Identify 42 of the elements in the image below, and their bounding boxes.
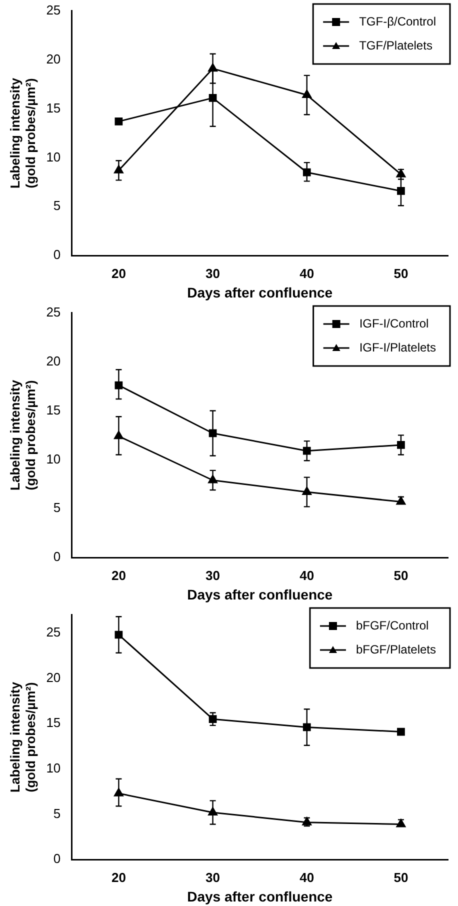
y-tick-label: 10 bbox=[46, 451, 61, 466]
y-tick-label: 0 bbox=[53, 549, 61, 564]
y-tick-label: 20 bbox=[46, 353, 61, 368]
y-tick-label: 5 bbox=[53, 500, 61, 516]
y-tick-label: 25 bbox=[46, 304, 61, 320]
x-tick-label: 20 bbox=[111, 870, 126, 885]
y-tick-label: 5 bbox=[53, 806, 61, 821]
x-tick-label: 30 bbox=[206, 870, 220, 885]
x-tick-label: 40 bbox=[300, 870, 314, 885]
x-tick-label: 20 bbox=[111, 266, 126, 281]
y-tick-label: 15 bbox=[46, 715, 61, 730]
x-tick-label: 40 bbox=[300, 266, 314, 281]
y-axis-title: Labeling intensity (gold probes/µm²) bbox=[7, 681, 38, 792]
y-tick-label: 15 bbox=[46, 100, 61, 116]
y-tick-label: 10 bbox=[46, 149, 61, 164]
y-tick-label: 25 bbox=[46, 624, 61, 640]
x-axis-title: Days after confluence bbox=[187, 888, 333, 904]
y-axis-title: Labeling intensity (gold probes/µm²) bbox=[7, 77, 38, 188]
x-tick-label: 30 bbox=[206, 568, 220, 583]
y-tick-label: 25 bbox=[46, 2, 61, 18]
legend-label: TGF/Platelets bbox=[359, 38, 432, 52]
x-tick-label: 20 bbox=[111, 568, 126, 583]
legend-label: bFGF/Control bbox=[356, 618, 429, 632]
y-tick-label: 10 bbox=[46, 760, 61, 776]
x-axis-title: Days after confluence bbox=[187, 284, 333, 300]
x-tick-label: 50 bbox=[394, 870, 408, 885]
x-tick-label: 30 bbox=[206, 266, 220, 281]
y-tick-label: 0 bbox=[53, 247, 61, 262]
legend-label: bFGF/Platelets bbox=[356, 642, 436, 656]
y-tick-label: 20 bbox=[46, 670, 61, 685]
legend-label: IGF-I/Platelets bbox=[359, 340, 436, 354]
y-tick-label: 0 bbox=[53, 851, 61, 866]
legend-label: TGF-β/Control bbox=[359, 14, 436, 28]
y-tick-label: 15 bbox=[46, 402, 61, 418]
x-tick-label: 50 bbox=[394, 266, 408, 281]
x-axis-title: Days after confluence bbox=[187, 586, 333, 602]
legend-label: IGF-I/Control bbox=[359, 316, 429, 330]
y-axis-title: Labeling intensity (gold probes/µm²) bbox=[7, 379, 38, 490]
x-tick-label: 40 bbox=[300, 568, 314, 583]
y-tick-label: 20 bbox=[46, 51, 61, 66]
y-tick-label: 5 bbox=[53, 198, 61, 214]
x-tick-label: 50 bbox=[394, 568, 408, 583]
